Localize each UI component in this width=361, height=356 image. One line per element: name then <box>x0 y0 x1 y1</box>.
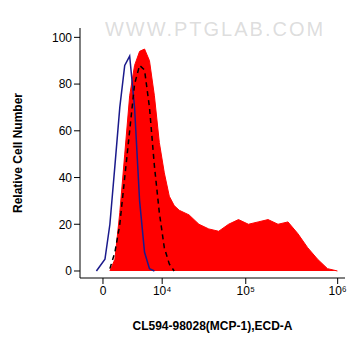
svg-text:60: 60 <box>59 124 73 138</box>
svg-text:10⁶: 10⁶ <box>329 284 347 298</box>
svg-text:CL594-98028(MCP-1),ECD-A: CL594-98028(MCP-1),ECD-A <box>132 319 292 333</box>
svg-text:40: 40 <box>59 171 73 185</box>
svg-text:20: 20 <box>59 218 73 232</box>
svg-text:0: 0 <box>65 264 72 278</box>
svg-text:80: 80 <box>59 77 73 91</box>
svg-text:100: 100 <box>52 31 72 45</box>
html-text:WWW.PTGLAB.COM: WWW.PTGLAB.COM <box>104 18 326 40</box>
svg-text:10⁴: 10⁴ <box>153 284 172 298</box>
svg-text:Relative Cell Number: Relative Cell Number <box>11 93 25 213</box>
svg-text:0: 0 <box>100 284 107 298</box>
svg-text:10⁵: 10⁵ <box>237 284 255 298</box>
